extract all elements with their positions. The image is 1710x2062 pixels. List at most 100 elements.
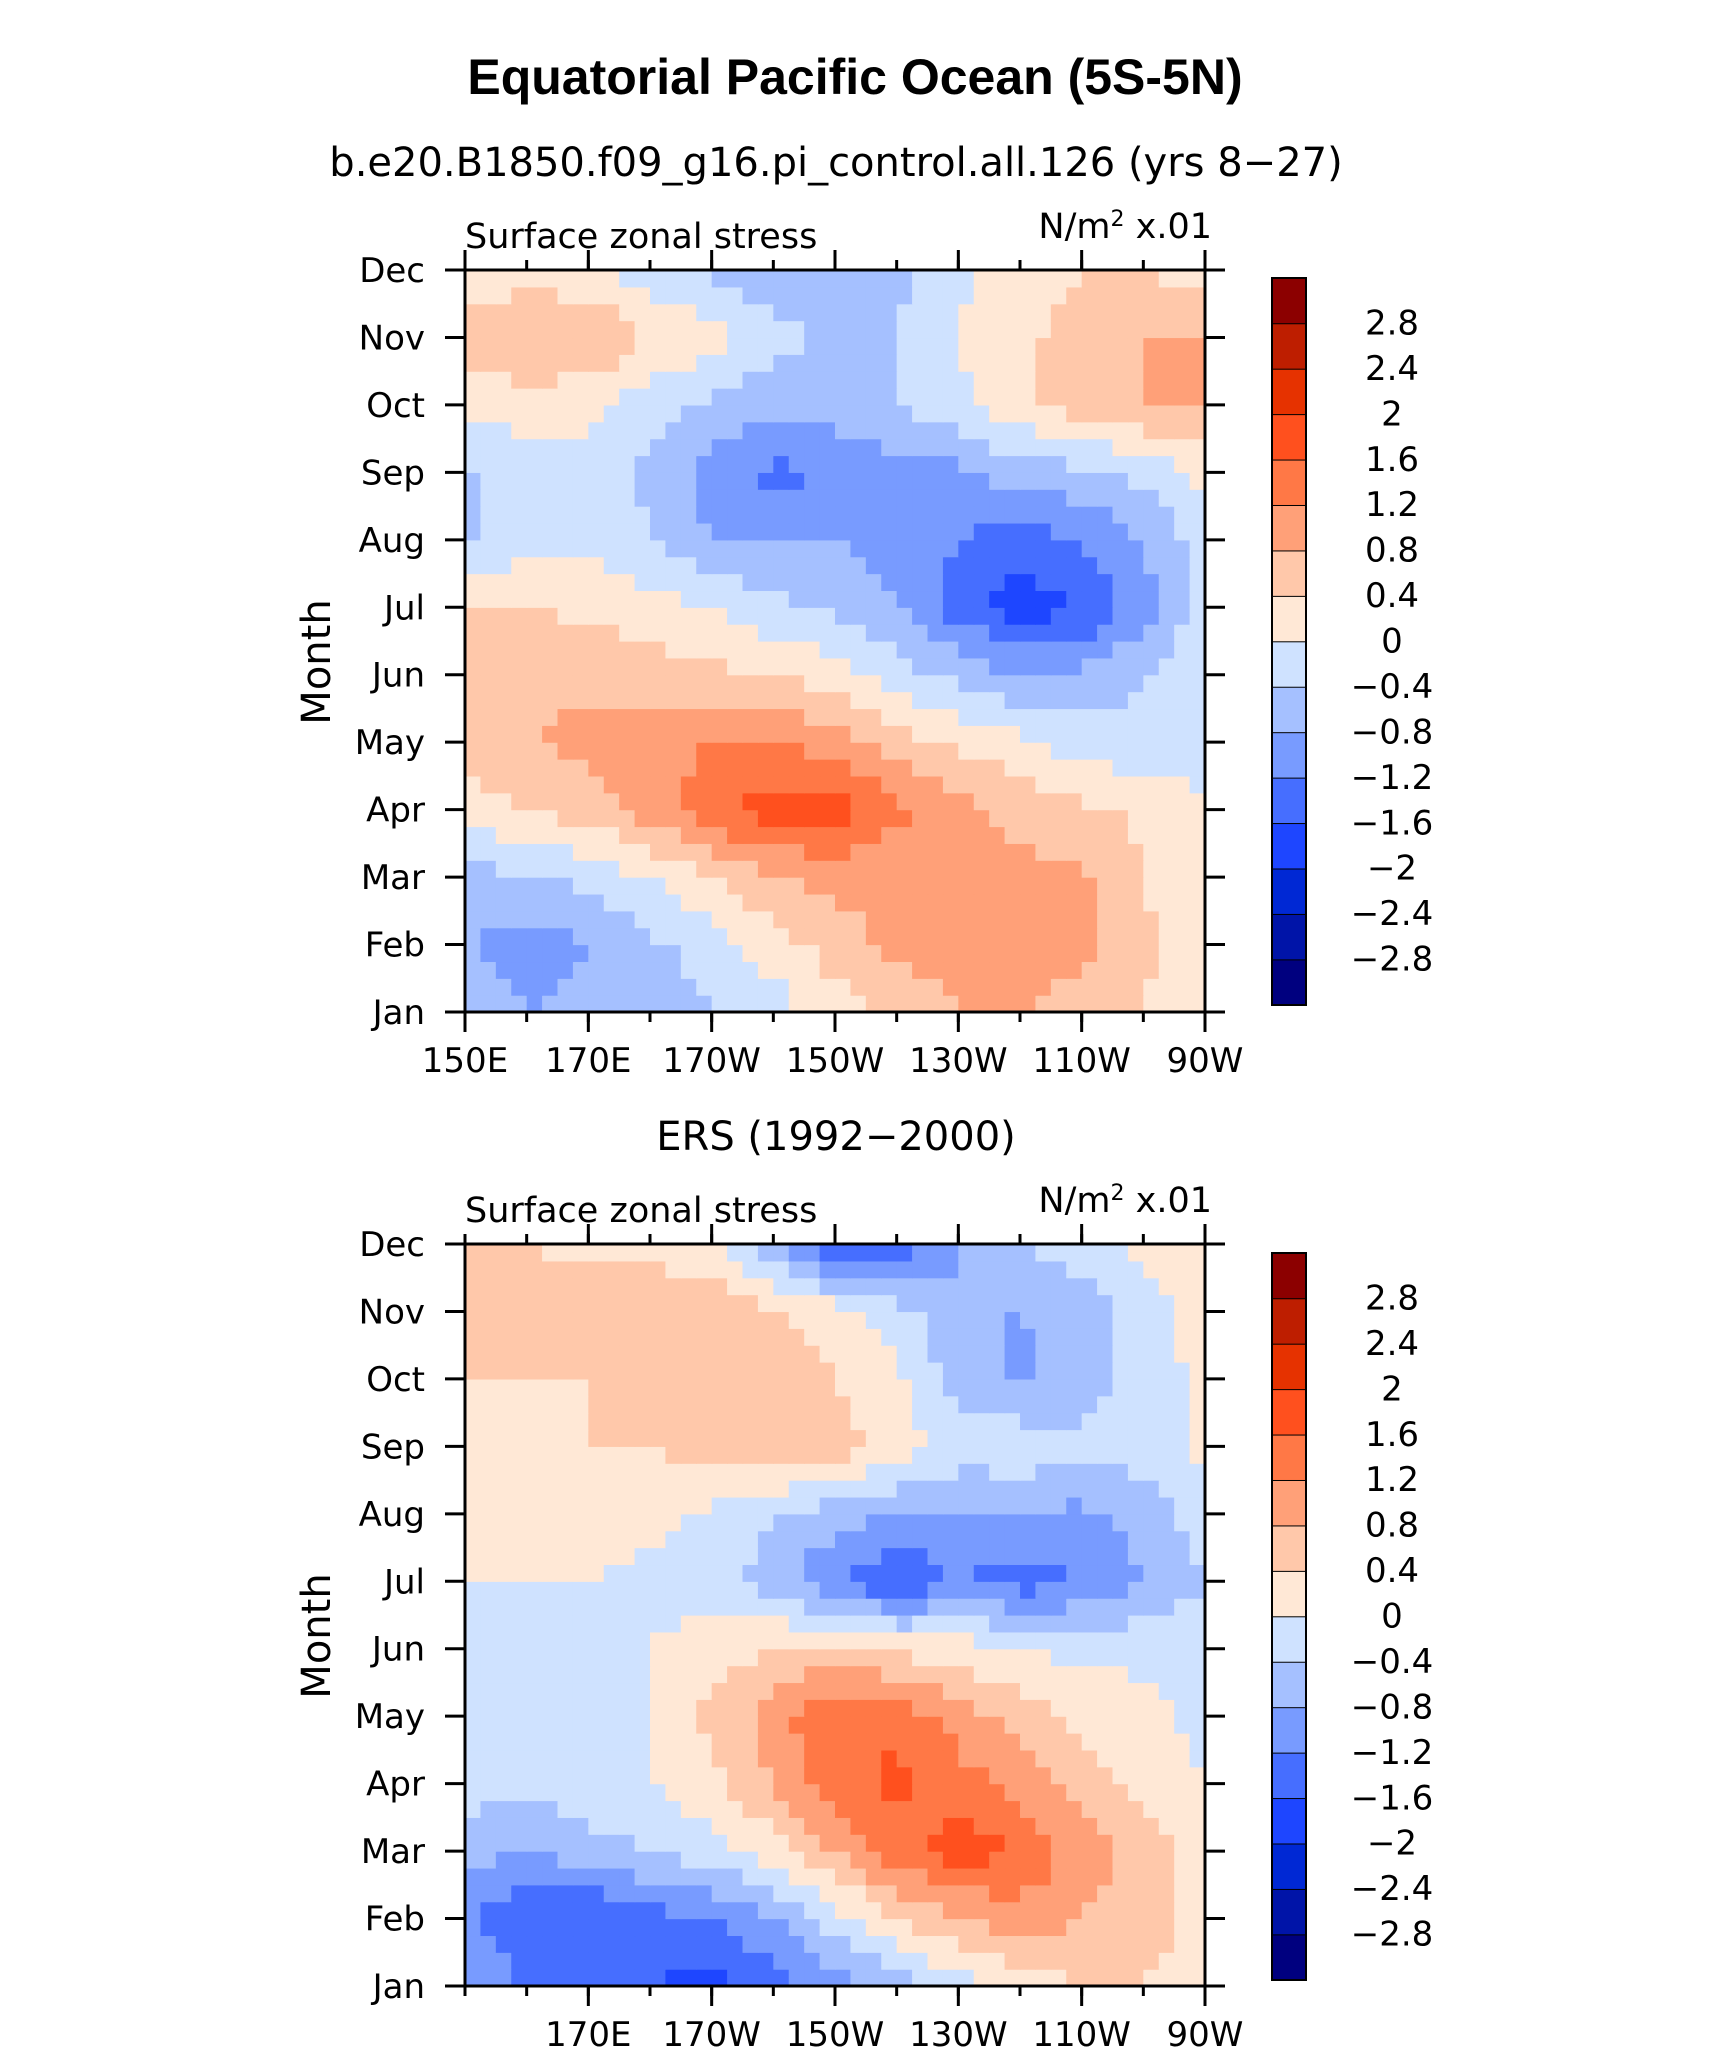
heatmap-cell [896,489,913,507]
heatmap-cell [1004,1581,1021,1599]
heatmap-cell [958,624,975,642]
heatmap-cell [1004,388,1021,406]
heatmap-cell [973,1631,990,1650]
heatmap-cell [572,1547,589,1566]
heatmap-cell [927,624,944,642]
heatmap-cell [773,1581,790,1599]
heatmap-cell [1066,286,1083,305]
heatmap-cell [480,1513,497,1532]
heatmap-cell [1143,1513,1160,1532]
heatmap-cell [619,708,636,726]
heatmap-cell [465,1631,482,1650]
y-tick-label: Aug [359,1495,425,1535]
heatmap-cell [1143,1800,1160,1818]
heatmap-cell [742,1260,759,1279]
heatmap-cell [958,978,975,996]
heatmap-cell [912,927,929,946]
heatmap-cell [572,371,589,389]
heatmap-cell [557,371,574,389]
heatmap-cell [711,1362,728,1380]
heatmap-cell [542,522,559,541]
heatmap-cell [1112,792,1129,811]
heatmap-cell [696,927,713,946]
heatmap-cell [1050,1800,1067,1818]
heatmap-cell [896,1682,913,1700]
heatmap-cell [696,641,713,659]
heatmap-cell [526,556,543,575]
heatmap-cell [557,1513,574,1532]
heatmap-cell [680,320,697,339]
heatmap-cell [1020,1682,1037,1700]
heatmap-cell [1004,927,1021,946]
heatmap-cell [526,506,543,524]
heatmap-cell [958,775,975,794]
heatmap-cell [881,1395,898,1414]
heatmap-cell [1112,742,1129,760]
heatmap-cell [526,1901,543,1920]
heatmap-cell [557,1615,574,1633]
heatmap-cell [680,1260,697,1279]
heatmap-cell [696,1480,713,1498]
heatmap-cell [973,1598,990,1616]
heatmap-cell [480,1648,497,1667]
heatmap-cell [973,725,990,743]
heatmap-cell [788,1530,805,1549]
heatmap-cell [942,1699,959,1717]
heatmap-cell [711,539,728,558]
heatmap-cell [1020,1783,1037,1802]
heatmap-cell [865,1800,882,1818]
heatmap-cell [757,1463,774,1481]
heatmap-cell [1158,1834,1175,1852]
heatmap-cell [557,809,574,828]
heatmap-cell [804,944,821,963]
heatmap-cell [958,826,975,844]
heatmap-cell [588,1918,605,1937]
heatmap-cell [1050,978,1067,996]
heatmap-cell [742,1766,759,1785]
heatmap-cell [619,590,636,608]
heatmap-cell [989,455,1006,473]
heatmap-cell [1143,708,1160,726]
heatmap-cell [665,1530,682,1549]
heatmap-cell [665,910,682,929]
heatmap-cell [835,556,852,575]
heatmap-cell [757,775,774,794]
heatmap-cell [788,691,805,710]
heatmap-cell [557,1530,574,1549]
heatmap-cell [711,860,728,878]
heatmap-cell [1174,657,1191,676]
heatmap-cell [495,1547,512,1566]
heatmap-cell [804,421,821,440]
heatmap-cell [1066,270,1083,288]
colorbar-swatch [1271,822,1307,870]
heatmap-cell [711,809,728,828]
heatmap-cell [480,961,497,979]
heatmap-cell [696,1682,713,1700]
heatmap-cell [634,1699,651,1717]
colorbar-swatch [1271,1752,1307,1800]
heatmap-cell [1004,1733,1021,1751]
heatmap-cell [1189,1935,1205,1953]
heatmap-cell [819,303,836,322]
heatmap-cell [989,1935,1006,1953]
panel-title: b.e20.B1850.f09_g16.pi_control.all.126 (… [329,140,1342,186]
heatmap-cell [1143,455,1160,473]
heatmap-cell [1158,506,1175,524]
heatmap-cell [665,286,682,305]
heatmap-cell [619,624,636,642]
heatmap-cell [942,860,959,878]
heatmap-cell [804,725,821,743]
heatmap-cell [788,1615,805,1633]
heatmap-plot: JanFebMarAprMayJunJulAugSepOctNovDec170E… [355,1224,1243,2055]
heatmap-cell [557,286,574,305]
heatmap-cell [603,1463,620,1481]
heatmap-cell [1189,893,1205,912]
heatmap-cell [1004,708,1021,726]
heatmap-cell [526,286,543,305]
heatmap-cell [865,1682,882,1700]
heatmap-cell [557,860,574,878]
heatmap-cell [1004,506,1021,524]
heatmap-cell [1004,759,1021,777]
heatmap-cell [1127,438,1144,457]
heatmap-cell [1020,1648,1037,1667]
